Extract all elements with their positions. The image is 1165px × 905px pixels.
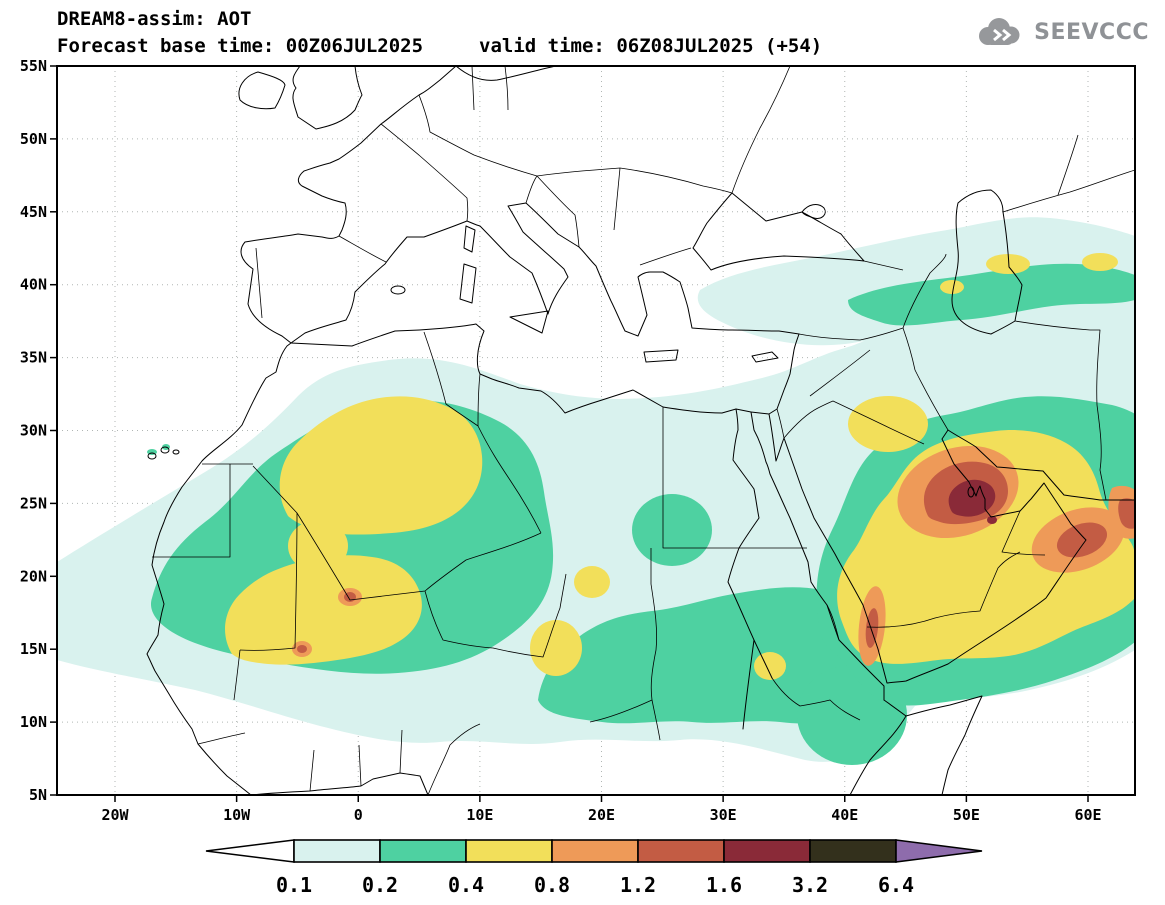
colorbar: 0.1 0.2 0.4 0.8 1.2 1.6 3.2 6.4 <box>205 839 983 897</box>
colorbar-label: 0.2 <box>362 873 398 897</box>
aot-region <box>632 494 712 566</box>
y-tick-label: 5N <box>29 786 47 804</box>
y-tick-label: 50N <box>20 130 47 148</box>
island <box>967 486 975 498</box>
aot-contours <box>57 217 1135 765</box>
colorbar-label: 0.4 <box>448 873 484 897</box>
colorbar-label: 3.2 <box>792 873 828 897</box>
coastline-path <box>951 189 1023 335</box>
aot-region <box>697 217 1135 346</box>
forecast-base-time: Forecast base time: 00Z06JUL2025 <box>57 35 424 57</box>
country-borders <box>152 65 1136 796</box>
y-tick-label: 25N <box>20 494 47 512</box>
logo-text: SEEVCCC <box>1034 19 1149 45</box>
x-tick-label: 50E <box>953 806 980 824</box>
axes: 55N 50N 45N 40N 35N 30N 25N 20N 15N 10N 5N 20W 10W 0 1… <box>20 57 1102 824</box>
x-tick-label: 20E <box>588 806 615 824</box>
aot-region <box>848 263 1135 326</box>
colorbar-label: 1.2 <box>620 873 656 897</box>
x-tick-label: 40E <box>831 806 858 824</box>
y-tick-label: 55N <box>20 57 47 75</box>
x-tick-label: 20W <box>101 806 129 824</box>
island <box>390 285 406 295</box>
aot-region <box>948 479 996 517</box>
coastline-path <box>509 310 549 334</box>
y-tick-label: 10N <box>20 713 47 731</box>
aot-region <box>574 566 610 598</box>
y-tick-label: 15N <box>20 640 47 658</box>
island <box>147 452 157 460</box>
coastline-path <box>643 349 679 363</box>
aot-region <box>1056 522 1108 558</box>
aot-contour-layer-1p6 <box>948 479 997 524</box>
aot-region <box>1118 498 1135 529</box>
cloud-icon <box>979 18 1020 45</box>
coastline-path <box>250 772 429 796</box>
x-tick-label: 10W <box>223 806 251 824</box>
coastline-path <box>290 323 800 415</box>
aot-region <box>940 280 964 294</box>
aot-region <box>279 396 483 535</box>
coastline-path <box>290 202 800 344</box>
x-tick-label: 30E <box>710 806 737 824</box>
aot-region <box>1082 253 1118 271</box>
y-tick-label: 35N <box>20 349 47 367</box>
x-tick-label: 0 <box>354 806 363 824</box>
aot-region <box>530 620 582 676</box>
aot-region <box>297 645 307 653</box>
coastline-path <box>883 695 983 796</box>
island <box>160 446 170 454</box>
colorbar-left-arrow <box>205 839 295 863</box>
coastline-path <box>801 204 826 219</box>
aot-region <box>986 254 1030 274</box>
coastline-path <box>455 65 557 81</box>
island <box>172 449 180 455</box>
valid-time: valid time: 06Z08JUL2025 (+54) <box>479 35 823 57</box>
coastline-path <box>463 225 476 253</box>
coastline-path <box>238 71 286 110</box>
aot-region <box>288 520 348 572</box>
forecast-times: Forecast base time: 00Z06JUL2025 valid t… <box>57 35 822 57</box>
y-tick-label: 30N <box>20 422 47 440</box>
coastline-path <box>692 192 865 271</box>
colorbar-label: 6.4 <box>878 873 914 897</box>
coastline-path <box>768 413 1087 684</box>
coastline-path <box>750 411 885 701</box>
colorbar-cell <box>465 839 553 863</box>
coastline-path <box>292 65 363 130</box>
colorbar-label: 1.6 <box>706 873 742 897</box>
header: DREAM8-assim: AOT Forecast base time: 00… <box>57 8 822 57</box>
colorbar-cell <box>551 839 639 863</box>
aot-region <box>754 652 786 680</box>
y-tick-label: 45N <box>20 203 47 221</box>
coastline-path <box>947 429 1136 501</box>
coastline-path <box>146 65 457 796</box>
colorbar-cell <box>379 839 467 863</box>
x-tick-label: 60E <box>1074 806 1101 824</box>
coastline-path <box>751 351 779 363</box>
colorbar-label: 0.8 <box>534 873 570 897</box>
seevccc-logo: SEEVCCC <box>972 14 1149 50</box>
plot-title: DREAM8-assim: AOT <box>57 8 252 30</box>
aot-region <box>987 516 997 524</box>
colorbar-cell <box>723 839 811 863</box>
aot-region <box>848 396 928 452</box>
colorbar-right-arrow <box>895 839 983 863</box>
colorbar-cell <box>637 839 725 863</box>
coastline-path <box>459 263 477 304</box>
colorbar-label: 0.1 <box>276 873 312 897</box>
river-nile <box>727 408 773 730</box>
x-tick-label: 10E <box>466 806 493 824</box>
aot-region <box>865 608 879 648</box>
coastlines <box>146 65 1136 796</box>
aot-region <box>225 555 422 665</box>
y-tick-label: 40N <box>20 276 47 294</box>
y-tick-label: 20N <box>20 567 47 585</box>
coastline-path <box>849 715 907 796</box>
colorbar-cell <box>293 839 381 863</box>
colorbar-cell <box>809 839 897 863</box>
